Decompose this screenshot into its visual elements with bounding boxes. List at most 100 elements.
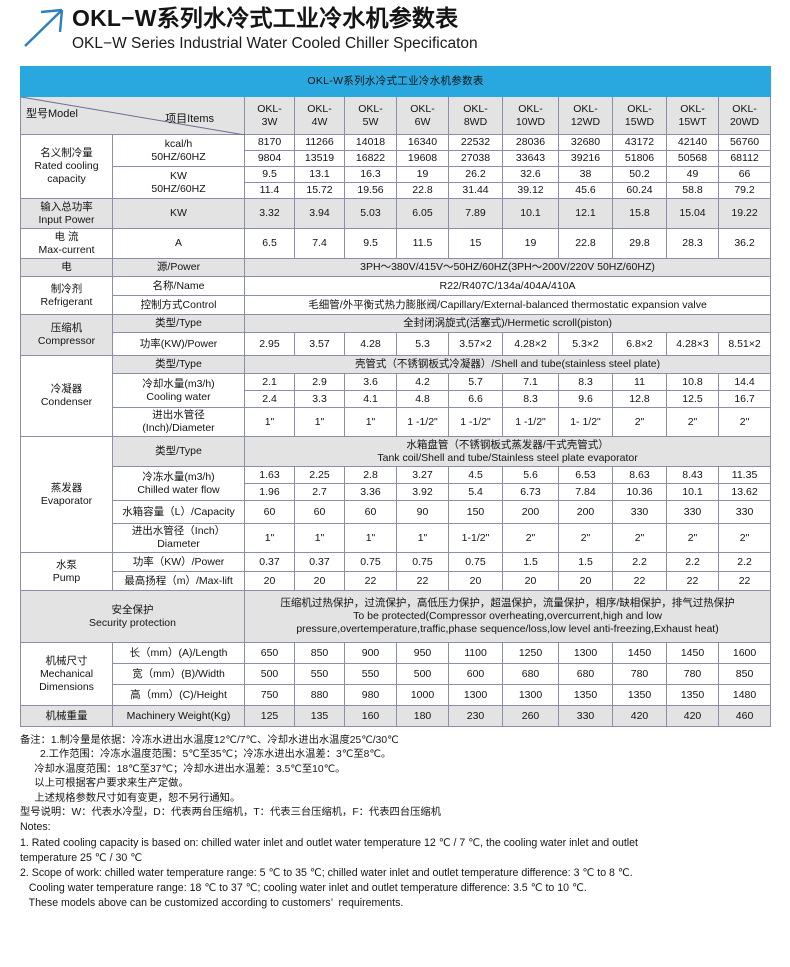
cell: 1 -1/2" [448, 407, 503, 437]
column-header-okl-4w: OKL- 4W [294, 96, 345, 135]
cell: 3.57 [294, 332, 345, 356]
cell: 850 [717, 663, 772, 685]
cell: 22 [717, 571, 772, 591]
cell: 9.6 [558, 390, 613, 408]
cell: 22 [396, 571, 449, 591]
cell: 7.1 [502, 373, 559, 391]
cell: 750 [244, 684, 295, 706]
cell: 2.8 [344, 466, 397, 484]
cell: 330 [717, 500, 772, 524]
item-label-weight: Machinery Weight(Kg) [112, 705, 245, 727]
cell: 14.4 [717, 373, 772, 391]
model-prefix: OKL- [627, 102, 652, 115]
cell: 1 -1/2" [502, 407, 559, 437]
table-row: 制冷剂 Refrigerant 名称/Name R22/R407C/134a/4… [20, 276, 772, 315]
cell: 19 [502, 228, 559, 259]
cell: 28036 [502, 134, 559, 151]
cell: 2.1 [244, 373, 295, 391]
item-label-kw: KW 50HZ/60HZ [112, 166, 245, 199]
cell: 33643 [502, 150, 559, 167]
cell: 2.2 [666, 552, 719, 572]
note-cn-5: 上述规格参数尺寸如有变更，恕不另行通知。 [20, 792, 241, 804]
table-row: 控制方式Control 毛细管/外平衡式热力膨胀阀/Capillary/Exte… [21, 295, 772, 315]
cell: 4.1 [344, 390, 397, 408]
cell: 2.4 [244, 390, 295, 408]
cell: 1" [294, 523, 345, 553]
cell: 11266 [294, 134, 345, 151]
model-suffix: 15WT [678, 115, 707, 128]
cell: 2.2 [612, 552, 667, 572]
cell: 16.7 [717, 390, 772, 408]
cell: 160 [344, 705, 397, 727]
note-cn-1: 备注：1.制冷量是依据：冷冻水进出水温度12℃/7℃、冷却水进出水温度25℃/3… [20, 735, 399, 746]
cell: 13519 [294, 150, 345, 167]
cell: 19608 [396, 150, 449, 167]
cell: 1350 [612, 684, 667, 706]
cell: 8.3 [502, 390, 559, 408]
cell: 50568 [666, 150, 719, 167]
table-row: 1.96 2.7 3.36 3.92 5.4 6.73 7.84 10.36 1… [21, 483, 772, 501]
table-banner: OKL-W系列水冷式工业冷水机参数表 [19, 66, 772, 97]
cell: 1300 [448, 684, 503, 706]
table-header-row: 型号Model 项目Items OKL- 3W OKL- 4W OKL- 5W … [20, 96, 772, 135]
column-header-okl-8wd: OKL- 8WD [448, 96, 503, 135]
cell: 330 [612, 500, 667, 524]
cell: 3.3 [294, 390, 345, 408]
compressor-type-value: 全封闭涡旋式(活塞式)/Hermetic scroll(piston) [243, 314, 772, 333]
cell: 32.6 [502, 166, 559, 183]
cell: 780 [666, 663, 719, 685]
cell: 8.51×2 [717, 332, 772, 356]
cell: 780 [612, 663, 667, 685]
item-label-type: 类型/Type [112, 436, 245, 467]
cell: 1480 [717, 684, 772, 706]
cell: 135 [294, 705, 345, 727]
cell: 550 [344, 663, 397, 685]
cell: 550 [294, 663, 345, 685]
group-label-security: 安全保护 Security protection [20, 590, 245, 643]
security-protection-value: 压缩机过热保护，过流保护，高低压力保护，超温保护，流量保护，相序/缺相保护，排气… [243, 590, 772, 643]
cell: 4.2 [396, 373, 449, 391]
table-row: 进出水管径（Inch） Diameter 1" 1" 1" 1" 1-1/2" … [21, 523, 772, 553]
cell: 68112 [717, 150, 772, 167]
note-en-2: 2. Scope of work: chilled water temperat… [20, 867, 633, 880]
cell: 36.2 [717, 228, 772, 259]
item-label-width: 宽（mm）(B)/Width [112, 663, 245, 685]
cell: 260 [502, 705, 559, 727]
cell: 19.56 [344, 182, 397, 199]
cell: 26.2 [448, 166, 503, 183]
cell: 1000 [396, 684, 449, 706]
cell: 900 [344, 642, 397, 664]
cell: 60.24 [612, 182, 667, 199]
cell: 500 [244, 663, 295, 685]
table-row: 11.4 15.72 19.56 22.8 31.44 39.12 45.6 6… [21, 182, 772, 199]
note-en-2b: Cooling water temperature range: 18 ℃ to… [20, 882, 587, 895]
model-prefix: OKL- [518, 102, 543, 115]
cell: 1" [244, 523, 295, 553]
cell: 11 [612, 373, 667, 391]
cell: 4.8 [396, 390, 449, 408]
cell: 650 [244, 642, 295, 664]
cell: 28.3 [666, 228, 719, 259]
cell: 13.1 [294, 166, 345, 183]
cell: 0.75 [344, 552, 397, 572]
cell: 1100 [448, 642, 503, 664]
cell: 58.8 [666, 182, 719, 199]
cell: 3.57×2 [448, 332, 503, 356]
cell: 6.73 [502, 483, 559, 501]
cell: 11.4 [244, 182, 295, 199]
model-prefix: OKL- [307, 102, 332, 115]
cell: 2" [502, 523, 559, 553]
cell: 11.5 [396, 228, 449, 259]
item-label-cooling-water: 冷却水量(m3/h) Cooling water [112, 373, 245, 408]
cell: 5.4 [448, 483, 503, 501]
cell: 950 [396, 642, 449, 664]
cell: 5.03 [344, 198, 397, 229]
model-prefix: OKL- [410, 102, 435, 115]
cell: 680 [502, 663, 559, 685]
arrow-up-right-icon [22, 6, 68, 50]
item-label-pump-lift: 最高扬程（m）/Max-lift [112, 571, 245, 591]
cell: 10.1 [502, 198, 559, 229]
cell: 12.8 [612, 390, 667, 408]
cell: 2" [612, 407, 667, 437]
item-label-condenser-diameter: 进出水管径 (Inch)/Diameter [112, 407, 245, 437]
